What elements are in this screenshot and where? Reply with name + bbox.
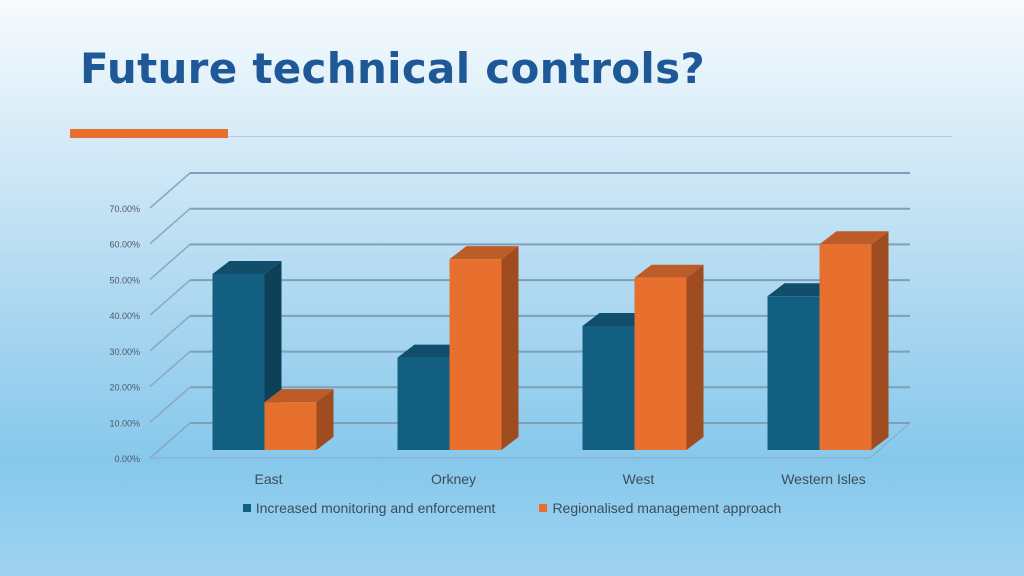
y-tick-label: 60.00% — [109, 240, 140, 250]
y-tick-label: 10.00% — [109, 418, 140, 428]
bar-side — [501, 246, 519, 450]
legend-item-monitoring: Increased monitoring and enforcement — [242, 500, 496, 516]
bar — [212, 274, 265, 450]
bar — [397, 357, 450, 450]
legend-swatch-regionalised — [539, 504, 548, 512]
title-divider — [228, 136, 952, 137]
x-tick-label: West — [623, 471, 655, 487]
y-tick-label: 40.00% — [109, 311, 140, 321]
side-gridline — [149, 243, 191, 280]
bar-chart: 0.00% 10.00% 20.00% 30.00% 40.00% 50.00% 60.00… — [109, 172, 911, 487]
title-accent-bar — [70, 129, 228, 138]
x-tick-label: Western Isles — [781, 471, 866, 487]
bar-top — [582, 313, 652, 326]
bar — [767, 296, 820, 450]
side-gridline — [149, 279, 191, 316]
y-tick-label: 20.00% — [109, 383, 140, 393]
side-gridline — [149, 172, 191, 209]
y-tick-label: 70.00% — [109, 204, 140, 214]
bar — [634, 277, 687, 450]
x-tick-label: Orkney — [431, 471, 476, 487]
bar-side — [871, 231, 889, 450]
bar-top — [634, 264, 704, 278]
y-tick-label: 30.00% — [109, 347, 140, 357]
x-tick-label: East — [254, 471, 282, 487]
side-gridline — [149, 386, 191, 423]
legend-item-regionalised: Regionalised management approach — [539, 500, 781, 516]
legend-label-monitoring: Increased monitoring and enforcement — [255, 500, 496, 516]
bar-top — [767, 283, 837, 297]
bar-top — [264, 389, 334, 403]
bar-side — [316, 389, 334, 450]
bar-top — [212, 261, 282, 274]
bar-top — [819, 231, 889, 245]
legend-label-regionalised: Regionalised management approach — [552, 500, 782, 516]
side-gridline — [149, 422, 191, 459]
bar-side — [686, 264, 704, 450]
side-gridline — [149, 208, 191, 245]
y-tick-label: 0.00% — [114, 454, 140, 464]
chart-legend: Increased monitoring and enforcement Reg… — [0, 500, 1024, 516]
side-gridline — [149, 315, 191, 352]
slide-title: Future technical controls? — [80, 44, 706, 93]
bar-top — [397, 344, 467, 358]
side-gridline — [149, 351, 191, 388]
floor-edge — [869, 422, 911, 459]
legend-swatch-monitoring — [242, 504, 251, 512]
bar — [264, 402, 317, 450]
y-tick-label: 50.00% — [109, 275, 140, 285]
bar — [582, 326, 635, 450]
bar — [449, 259, 502, 450]
bar — [819, 244, 872, 450]
bar-top — [449, 246, 519, 260]
